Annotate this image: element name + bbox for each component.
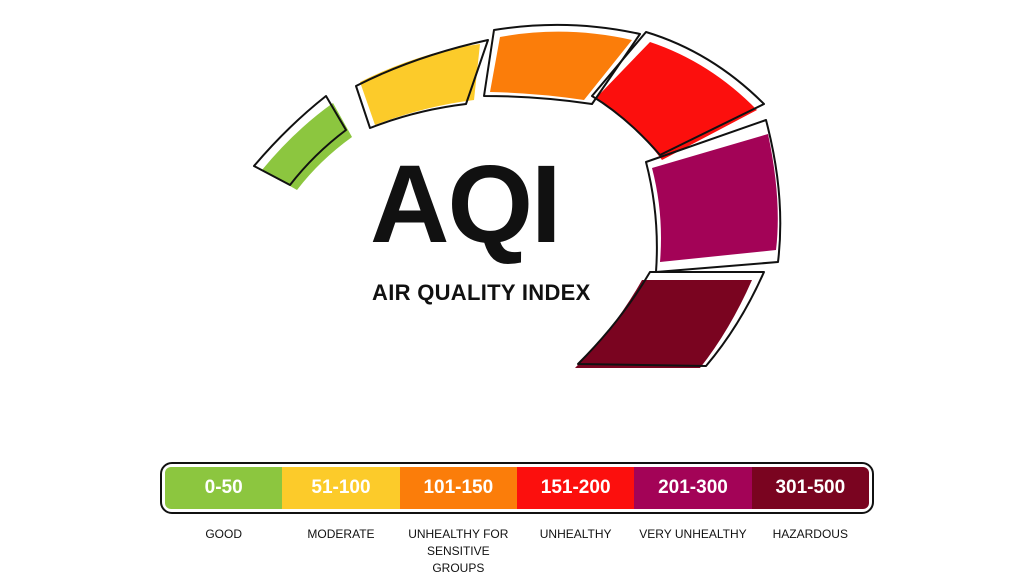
page-title: AQI bbox=[370, 143, 562, 266]
category-label-good: GOOD bbox=[165, 526, 282, 576]
scale-segment-usg: 101-150 bbox=[399, 467, 517, 509]
category-label-line: UNHEALTHY FOR bbox=[408, 527, 509, 541]
gauge-outlines bbox=[253, 23, 782, 367]
scale-segment-unhealthy: 151-200 bbox=[516, 467, 635, 509]
gauge-segment-hazardous bbox=[575, 280, 752, 368]
scale-segment-hazardous: 301-500 bbox=[751, 467, 869, 509]
scale-segment-moderate: 51-100 bbox=[282, 467, 400, 509]
gauge-outline-unhealthy bbox=[591, 31, 765, 156]
category-label-line: HAZARDOUS bbox=[772, 527, 848, 541]
gauge-outline-hazardous bbox=[577, 271, 765, 367]
gauge-outline-moderate bbox=[355, 39, 489, 129]
category-label-line: VERY UNHEALTHY bbox=[639, 527, 747, 541]
category-label-unhealthy: UNHEALTHY bbox=[517, 526, 634, 576]
aqi-scale-bar: 0-50 51-100 101-150 151-200 201-300 301-… bbox=[165, 467, 869, 509]
gauge-fills bbox=[262, 31, 778, 368]
gauge-outline-good bbox=[253, 95, 347, 186]
category-label-moderate: MODERATE bbox=[282, 526, 399, 576]
category-label-usg: UNHEALTHY FOR SENSITIVE GROUPS bbox=[400, 526, 517, 576]
category-label-very-unhealthy: VERY UNHEALTHY bbox=[634, 526, 751, 576]
aqi-category-labels: GOOD MODERATE UNHEALTHY FOR SENSITIVE GR… bbox=[165, 526, 869, 576]
category-label-line: SENSITIVE GROUPS bbox=[426, 544, 490, 575]
page-subtitle: AIR QUALITY INDEX bbox=[372, 280, 591, 305]
scale-segment-very-unhealthy: 201-300 bbox=[634, 467, 752, 509]
gauge-outline-very-unhealthy bbox=[645, 119, 782, 273]
scale-segment-good: 0-50 bbox=[165, 467, 283, 509]
gauge-outline-usg bbox=[483, 23, 641, 105]
gauge-segment-unhealthy bbox=[596, 42, 757, 160]
category-label-hazardous: HAZARDOUS bbox=[752, 526, 869, 576]
category-label-line: GOOD bbox=[205, 527, 242, 541]
category-label-line: UNHEALTHY bbox=[539, 527, 612, 541]
gauge-segment-moderate bbox=[360, 44, 480, 125]
gauge-segment-good bbox=[262, 103, 352, 190]
category-label-line: MODERATE bbox=[307, 527, 375, 541]
gauge-segment-usg bbox=[490, 31, 632, 101]
gauge-segment-very-unhealthy bbox=[652, 134, 778, 262]
